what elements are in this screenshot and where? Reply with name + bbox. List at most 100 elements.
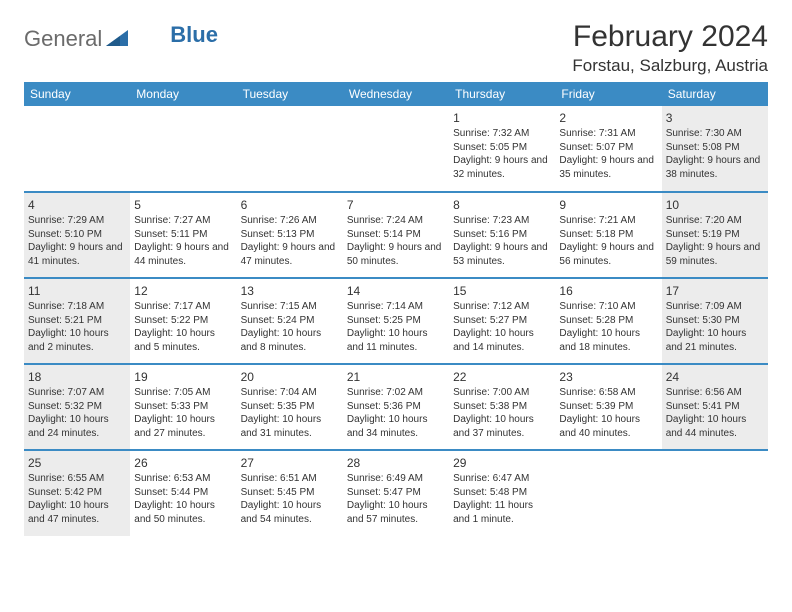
sunrise-text: Sunrise: 7:05 AM	[134, 386, 232, 400]
logo-text-general: General	[24, 26, 102, 52]
sunrise-text: Sunrise: 7:30 AM	[666, 127, 764, 141]
sunset-text: Sunset: 5:47 PM	[347, 486, 445, 500]
day-details: Sunrise: 6:55 AMSunset: 5:42 PMDaylight:…	[28, 472, 126, 526]
day-header: Monday	[130, 82, 236, 106]
day-number: 13	[241, 283, 339, 299]
daylight-text: Daylight: 9 hours and 38 minutes.	[666, 154, 764, 181]
day-number: 4	[28, 197, 126, 213]
day-details: Sunrise: 7:21 AMSunset: 5:18 PMDaylight:…	[559, 214, 657, 268]
daylight-text: Daylight: 9 hours and 32 minutes.	[453, 154, 551, 181]
day-number: 22	[453, 369, 551, 385]
sunset-text: Sunset: 5:22 PM	[134, 314, 232, 328]
day-details: Sunrise: 6:56 AMSunset: 5:41 PMDaylight:…	[666, 386, 764, 440]
daylight-text: Daylight: 10 hours and 14 minutes.	[453, 327, 551, 354]
day-header: Sunday	[24, 82, 130, 106]
daylight-text: Daylight: 9 hours and 59 minutes.	[666, 241, 764, 268]
daylight-text: Daylight: 9 hours and 47 minutes.	[241, 241, 339, 268]
day-number: 11	[28, 283, 126, 299]
calendar-day-cell: 12Sunrise: 7:17 AMSunset: 5:22 PMDayligh…	[130, 278, 236, 364]
calendar-week-row: 11Sunrise: 7:18 AMSunset: 5:21 PMDayligh…	[24, 278, 768, 364]
day-header: Wednesday	[343, 82, 449, 106]
calendar-day-cell	[555, 450, 661, 536]
calendar-day-cell: 3Sunrise: 7:30 AMSunset: 5:08 PMDaylight…	[662, 106, 768, 192]
day-details: Sunrise: 7:29 AMSunset: 5:10 PMDaylight:…	[28, 214, 126, 268]
day-details: Sunrise: 6:51 AMSunset: 5:45 PMDaylight:…	[241, 472, 339, 526]
sunrise-text: Sunrise: 7:27 AM	[134, 214, 232, 228]
sunrise-text: Sunrise: 7:10 AM	[559, 300, 657, 314]
day-details: Sunrise: 7:02 AMSunset: 5:36 PMDaylight:…	[347, 386, 445, 440]
day-details: Sunrise: 7:05 AMSunset: 5:33 PMDaylight:…	[134, 386, 232, 440]
sunset-text: Sunset: 5:07 PM	[559, 141, 657, 155]
day-number: 18	[28, 369, 126, 385]
calendar-day-cell: 20Sunrise: 7:04 AMSunset: 5:35 PMDayligh…	[237, 364, 343, 450]
daylight-text: Daylight: 9 hours and 56 minutes.	[559, 241, 657, 268]
daylight-text: Daylight: 9 hours and 35 minutes.	[559, 154, 657, 181]
sunrise-text: Sunrise: 6:47 AM	[453, 472, 551, 486]
daylight-text: Daylight: 10 hours and 27 minutes.	[134, 413, 232, 440]
day-number: 19	[134, 369, 232, 385]
calendar-day-cell: 5Sunrise: 7:27 AMSunset: 5:11 PMDaylight…	[130, 192, 236, 278]
daylight-text: Daylight: 9 hours and 53 minutes.	[453, 241, 551, 268]
day-number: 25	[28, 455, 126, 471]
day-number: 28	[347, 455, 445, 471]
day-number: 23	[559, 369, 657, 385]
sunrise-text: Sunrise: 7:29 AM	[28, 214, 126, 228]
sunset-text: Sunset: 5:11 PM	[134, 228, 232, 242]
day-number: 9	[559, 197, 657, 213]
day-number: 8	[453, 197, 551, 213]
sunset-text: Sunset: 5:25 PM	[347, 314, 445, 328]
sunset-text: Sunset: 5:41 PM	[666, 400, 764, 414]
day-number: 10	[666, 197, 764, 213]
calendar-day-cell: 18Sunrise: 7:07 AMSunset: 5:32 PMDayligh…	[24, 364, 130, 450]
sunset-text: Sunset: 5:33 PM	[134, 400, 232, 414]
calendar-day-cell: 17Sunrise: 7:09 AMSunset: 5:30 PMDayligh…	[662, 278, 768, 364]
calendar-day-cell: 7Sunrise: 7:24 AMSunset: 5:14 PMDaylight…	[343, 192, 449, 278]
sunrise-text: Sunrise: 7:32 AM	[453, 127, 551, 141]
calendar-day-cell	[24, 106, 130, 192]
day-details: Sunrise: 7:24 AMSunset: 5:14 PMDaylight:…	[347, 214, 445, 268]
sunrise-text: Sunrise: 6:58 AM	[559, 386, 657, 400]
calendar-table: Sunday Monday Tuesday Wednesday Thursday…	[24, 82, 768, 536]
day-header: Saturday	[662, 82, 768, 106]
day-number: 16	[559, 283, 657, 299]
day-details: Sunrise: 7:18 AMSunset: 5:21 PMDaylight:…	[28, 300, 126, 354]
sunrise-text: Sunrise: 7:00 AM	[453, 386, 551, 400]
day-details: Sunrise: 6:49 AMSunset: 5:47 PMDaylight:…	[347, 472, 445, 526]
day-number: 20	[241, 369, 339, 385]
day-details: Sunrise: 7:14 AMSunset: 5:25 PMDaylight:…	[347, 300, 445, 354]
calendar-week-row: 18Sunrise: 7:07 AMSunset: 5:32 PMDayligh…	[24, 364, 768, 450]
sunrise-text: Sunrise: 7:21 AM	[559, 214, 657, 228]
daylight-text: Daylight: 10 hours and 31 minutes.	[241, 413, 339, 440]
calendar-day-cell: 15Sunrise: 7:12 AMSunset: 5:27 PMDayligh…	[449, 278, 555, 364]
day-header-row: Sunday Monday Tuesday Wednesday Thursday…	[24, 82, 768, 106]
sunset-text: Sunset: 5:48 PM	[453, 486, 551, 500]
daylight-text: Daylight: 10 hours and 37 minutes.	[453, 413, 551, 440]
sunrise-text: Sunrise: 7:23 AM	[453, 214, 551, 228]
sunrise-text: Sunrise: 7:09 AM	[666, 300, 764, 314]
sunrise-text: Sunrise: 7:26 AM	[241, 214, 339, 228]
day-number: 6	[241, 197, 339, 213]
day-details: Sunrise: 7:15 AMSunset: 5:24 PMDaylight:…	[241, 300, 339, 354]
calendar-day-cell: 27Sunrise: 6:51 AMSunset: 5:45 PMDayligh…	[237, 450, 343, 536]
day-details: Sunrise: 6:53 AMSunset: 5:44 PMDaylight:…	[134, 472, 232, 526]
day-details: Sunrise: 7:12 AMSunset: 5:27 PMDaylight:…	[453, 300, 551, 354]
calendar-day-cell	[662, 450, 768, 536]
day-details: Sunrise: 7:04 AMSunset: 5:35 PMDaylight:…	[241, 386, 339, 440]
sunset-text: Sunset: 5:16 PM	[453, 228, 551, 242]
calendar-day-cell	[343, 106, 449, 192]
daylight-text: Daylight: 10 hours and 47 minutes.	[28, 499, 126, 526]
daylight-text: Daylight: 9 hours and 50 minutes.	[347, 241, 445, 268]
day-details: Sunrise: 7:07 AMSunset: 5:32 PMDaylight:…	[28, 386, 126, 440]
calendar-day-cell: 26Sunrise: 6:53 AMSunset: 5:44 PMDayligh…	[130, 450, 236, 536]
day-header: Thursday	[449, 82, 555, 106]
day-header: Tuesday	[237, 82, 343, 106]
calendar-day-cell: 2Sunrise: 7:31 AMSunset: 5:07 PMDaylight…	[555, 106, 661, 192]
day-number: 3	[666, 110, 764, 126]
day-number: 24	[666, 369, 764, 385]
calendar-day-cell: 16Sunrise: 7:10 AMSunset: 5:28 PMDayligh…	[555, 278, 661, 364]
daylight-text: Daylight: 10 hours and 11 minutes.	[347, 327, 445, 354]
daylight-text: Daylight: 10 hours and 2 minutes.	[28, 327, 126, 354]
sunrise-text: Sunrise: 7:18 AM	[28, 300, 126, 314]
sunrise-text: Sunrise: 7:12 AM	[453, 300, 551, 314]
daylight-text: Daylight: 10 hours and 57 minutes.	[347, 499, 445, 526]
